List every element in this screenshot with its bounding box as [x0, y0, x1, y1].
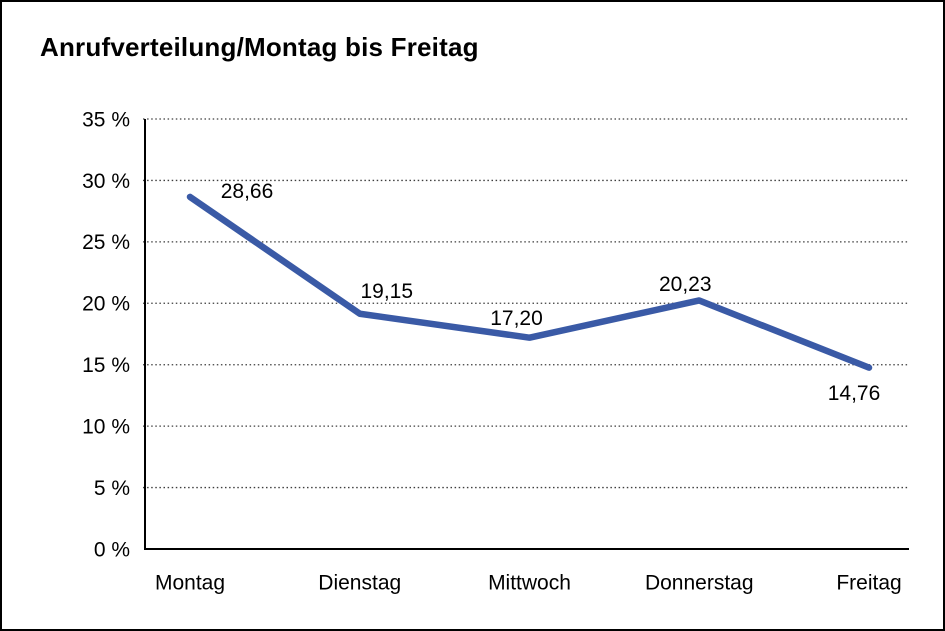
y-tick-label-25: 25 %	[82, 231, 130, 254]
data-label-1: 19,15	[360, 280, 413, 303]
data-label-0: 28,66	[221, 180, 274, 203]
y-tick-label-10: 10 %	[82, 415, 130, 438]
data-label-4: 14,76	[828, 382, 881, 405]
data-label-3: 20,23	[659, 273, 712, 296]
chart-title: Anrufverteilung/Montag bis Freitag	[40, 32, 479, 62]
x-category-label-0: Montag	[155, 571, 225, 594]
y-tick-label-20: 20 %	[82, 293, 130, 316]
x-category-label-4: Freitag	[836, 571, 901, 594]
x-category-label-1: Dienstag	[318, 571, 401, 594]
y-tick-label-0: 0 %	[94, 538, 130, 561]
y-tick-label-35: 35 %	[82, 108, 130, 131]
data-line	[186, 193, 873, 371]
x-category-label-3: Donnerstag	[645, 571, 754, 594]
y-tick-label-15: 15 %	[82, 354, 130, 377]
data-label-2: 17,20	[490, 307, 543, 330]
y-tick-label-30: 30 %	[82, 170, 130, 193]
y-tick-label-5: 5 %	[94, 477, 130, 500]
x-category-label-2: Mittwoch	[488, 571, 571, 594]
